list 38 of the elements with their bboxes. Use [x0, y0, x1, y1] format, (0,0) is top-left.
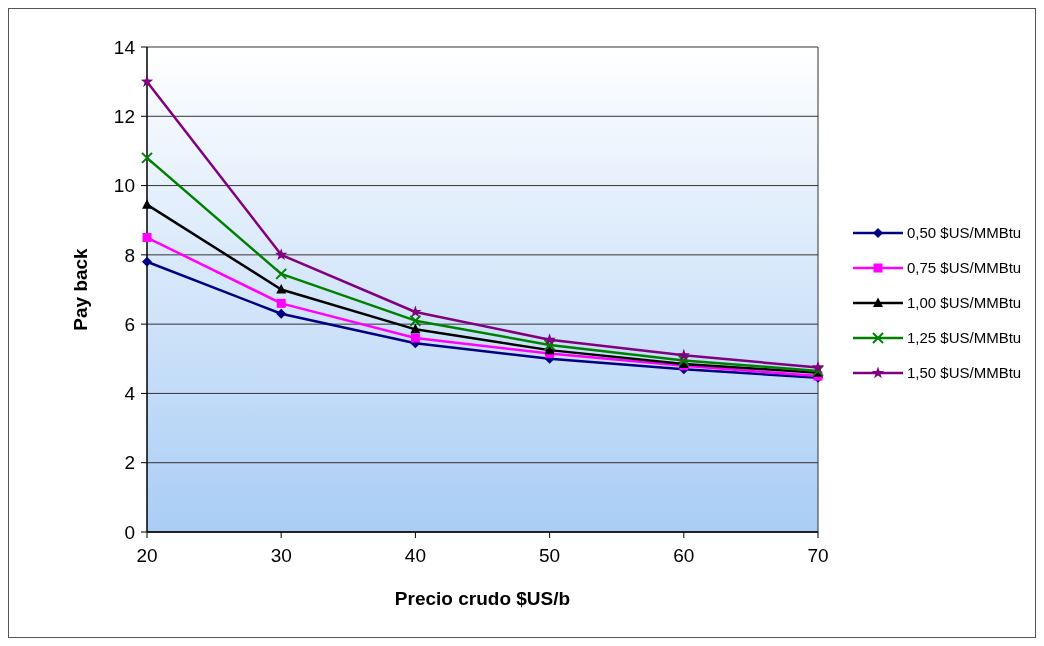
point: [276, 284, 287, 294]
legend-label: 1,00 $US/MMBtu: [907, 294, 1022, 312]
x-tick-label: 30: [270, 545, 292, 566]
y-tick-label: 0: [124, 521, 135, 543]
point: [410, 333, 420, 343]
legend-label: 0,75 $US/MMBtu: [907, 259, 1022, 277]
y-tick-label: 4: [124, 383, 136, 405]
y-tick-label: 10: [113, 175, 135, 197]
x-tick-label: 50: [539, 545, 561, 566]
y-tick-label: 2: [124, 452, 135, 474]
x-axis-title: Precio crudo $US/b: [394, 588, 571, 609]
y-tick-label: 14: [113, 36, 136, 58]
point: [811, 360, 825, 373]
x-tick-label: 60: [673, 545, 695, 566]
x-tick-label: 20: [136, 545, 158, 566]
legend-label: 0,50 $US/MMBtu: [907, 224, 1022, 242]
y-axis-title: Pay back: [70, 247, 91, 331]
y-tick-label: 12: [113, 105, 135, 127]
point: [276, 298, 286, 308]
point: [140, 75, 154, 87]
point: [275, 267, 288, 280]
y-tick-label: 6: [124, 313, 135, 335]
point: [142, 199, 152, 209]
point: [409, 305, 422, 318]
point: [275, 248, 288, 261]
point: [409, 314, 422, 327]
point: [142, 256, 152, 267]
x-tick-label: 70: [807, 545, 829, 566]
point: [677, 348, 690, 361]
y-tick-label: 8: [124, 244, 135, 266]
point: [142, 233, 152, 243]
point: [410, 323, 421, 334]
point: [543, 333, 556, 345]
point: [141, 151, 153, 164]
legend-label: 1,50 $US/MMBtu: [907, 364, 1022, 382]
legend-label: 1,25 $US/MMBtu: [907, 329, 1022, 347]
point: [276, 308, 287, 319]
x-tick-label: 40: [404, 545, 426, 566]
